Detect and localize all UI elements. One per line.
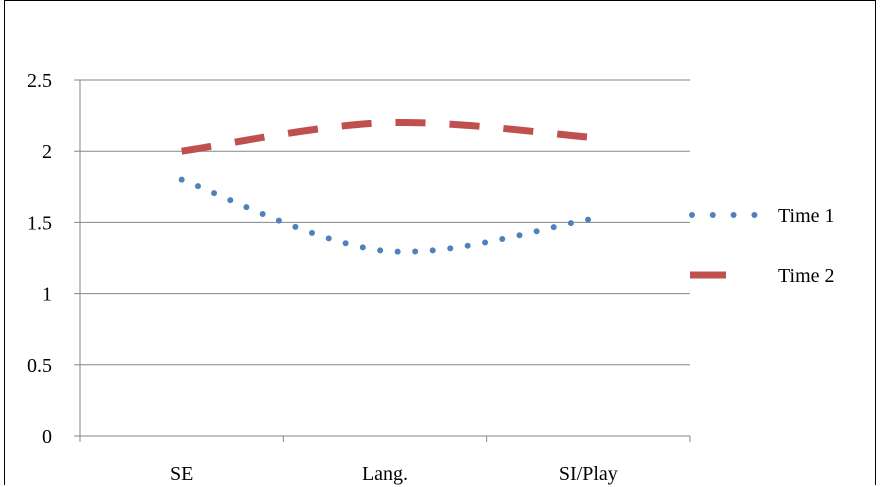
y-tick-label: 0 <box>42 426 52 448</box>
x-category-label: SE <box>170 463 193 485</box>
legend-label-time-1: Time 1 <box>778 205 835 227</box>
y-tick-label: 1 <box>42 284 52 306</box>
y-tick-label: 1.5 <box>27 212 52 234</box>
y-tick-label: 0.5 <box>27 355 52 377</box>
series-line-time-1 <box>178 176 592 255</box>
legend-label-time-2: Time 2 <box>778 265 835 287</box>
x-category-labels: SE Lang. SI/Play <box>170 463 618 485</box>
x-category-label: Lang. <box>362 463 408 485</box>
chart-frame <box>4 0 876 485</box>
y-tick-labels: 0 0.5 1 1.5 2 2.5 <box>27 70 52 448</box>
y-tick-label: 2 <box>42 141 52 163</box>
x-category-label: SI/Play <box>559 463 618 485</box>
y-tick-label: 2.5 <box>27 70 52 92</box>
legend: Time 1 Time 2 <box>689 205 835 287</box>
gridlines <box>80 79 690 366</box>
series-line-time-2 <box>181 118 589 155</box>
series-lines <box>178 118 592 255</box>
axes <box>74 79 691 442</box>
